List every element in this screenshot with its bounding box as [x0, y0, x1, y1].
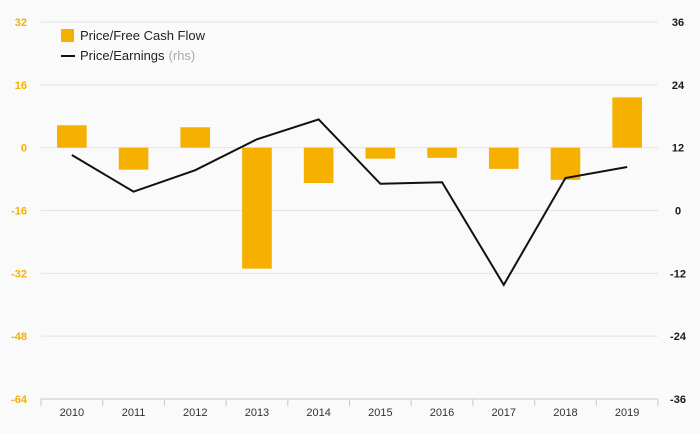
- left-axis-tick-label: -48: [11, 331, 27, 343]
- bar: [57, 125, 87, 148]
- bar: [365, 147, 396, 159]
- x-axis-tick-label: 2019: [615, 407, 639, 419]
- axes: 32 16 0 -16 -32 -48 -64 36 24 12 0 -12 -24 -36 2010 201…: [11, 17, 687, 419]
- legend-label-line-group: Price/Earnings (rhs): [80, 48, 195, 63]
- legend: Price/Free Cash Flow Price/Earnings (rhs): [61, 28, 206, 63]
- left-axis-tick-label: -64: [11, 394, 28, 406]
- left-axis-tick-label: 16: [15, 80, 27, 92]
- x-axis-tick-label: 2010: [60, 407, 84, 419]
- legend-label-line: Price/Earnings: [80, 48, 165, 63]
- right-axis-tick-label: -12: [670, 268, 686, 280]
- left-axis-tick-label: -32: [11, 268, 27, 280]
- right-axis-tick-label: 36: [672, 17, 684, 29]
- line-series: [71, 118, 628, 287]
- x-axis-tick-label: 2017: [492, 407, 516, 419]
- x-axis-tick-label: 2013: [245, 407, 269, 419]
- legend-rhs-note: (rhs): [169, 48, 196, 63]
- line-path: [71, 118, 628, 287]
- x-axis-tick-label: 2012: [183, 407, 207, 419]
- bar: [180, 127, 211, 148]
- x-axis-tick-label: 2016: [430, 407, 454, 419]
- right-axis-tick-label: -36: [670, 394, 686, 406]
- bar: [427, 147, 457, 158]
- x-axis-tick-label: 2011: [122, 407, 146, 419]
- left-axis-tick-label: 0: [21, 143, 27, 155]
- bar-series: [57, 97, 642, 269]
- right-axis-tick-label: 24: [672, 80, 685, 92]
- bar: [488, 147, 519, 169]
- right-axis-tick-label: -24: [670, 331, 687, 343]
- x-axis-tick-label: 2018: [553, 407, 577, 419]
- right-axis-tick-label: 0: [675, 206, 681, 218]
- bar: [242, 147, 272, 269]
- bar: [118, 147, 149, 170]
- bar: [550, 147, 581, 180]
- right-axis-tick-label: 12: [672, 143, 684, 155]
- legend-swatch-bar: [61, 29, 74, 42]
- bar: [303, 147, 334, 184]
- bar: [612, 97, 642, 148]
- x-axis-tick-label: 2015: [368, 407, 392, 419]
- left-axis-tick-label: -16: [11, 206, 27, 218]
- x-axis-tick-label: 2014: [306, 407, 330, 419]
- left-axis-tick-label: 32: [15, 17, 27, 29]
- legend-label-bar: Price/Free Cash Flow: [80, 28, 206, 43]
